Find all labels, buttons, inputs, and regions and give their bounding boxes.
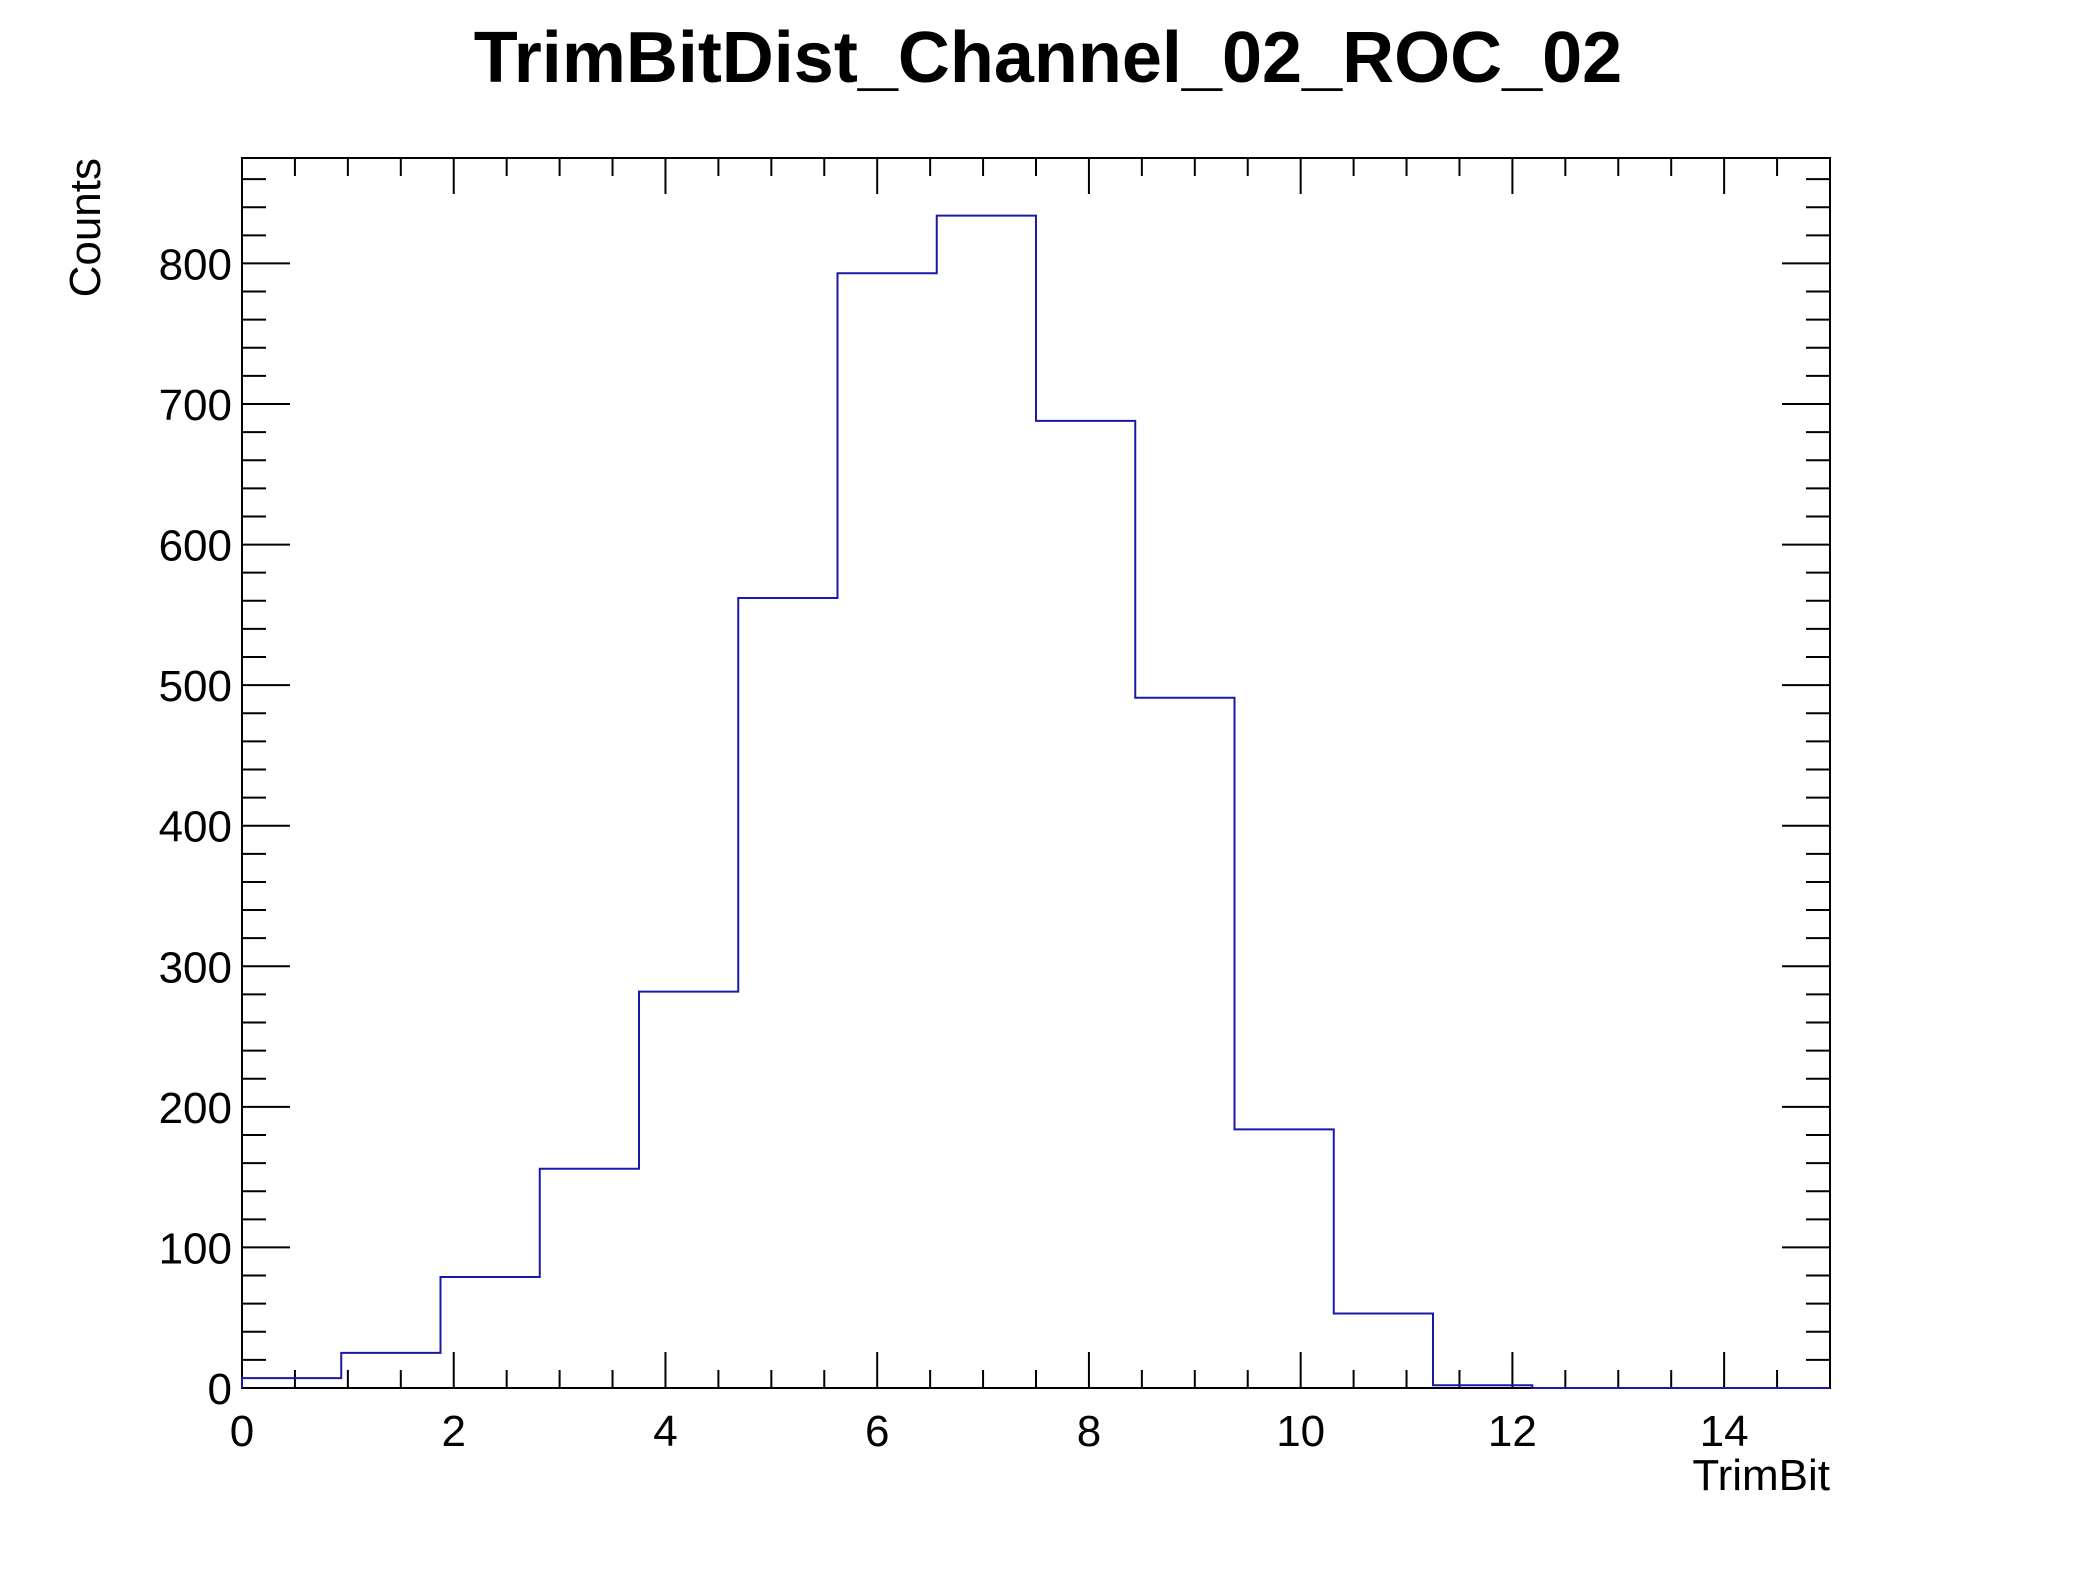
x-tick-label: 2 — [441, 1407, 465, 1456]
y-minor-ticks — [242, 178, 1830, 1361]
x-tick-label: 4 — [653, 1407, 677, 1456]
y-tick-label: 0 — [208, 1365, 232, 1414]
x-tick-label: 10 — [1276, 1407, 1325, 1456]
x-minor-ticks — [293, 158, 1831, 1388]
y-tick-label: 400 — [159, 803, 232, 852]
y-tick-label: 100 — [159, 1224, 232, 1273]
y-tick-label: 300 — [159, 943, 232, 992]
x-major-ticks — [241, 158, 1726, 1388]
y-tick-labels: 0 100 200 300 400 500 600 700 800 — [159, 240, 232, 1414]
x-tick-label: 6 — [865, 1407, 889, 1456]
x-axis-label: TrimBit — [1692, 1451, 1830, 1500]
y-tick-label: 500 — [159, 662, 232, 711]
x-tick-label: 8 — [1077, 1407, 1101, 1456]
histogram-series-line — [241, 214, 1830, 1389]
y-tick-label: 600 — [159, 522, 232, 571]
chart-title: TrimBitDist_Channel_02_ROC_02 — [474, 18, 1622, 98]
x-tick-labels: 0 2 4 6 8 10 12 14 — [230, 1407, 1749, 1456]
y-tick-label: 800 — [159, 240, 232, 289]
x-tick-label: 14 — [1700, 1407, 1749, 1456]
x-tick-label: 0 — [230, 1407, 254, 1456]
x-tick-label: 12 — [1488, 1407, 1537, 1456]
y-tick-label: 200 — [159, 1084, 232, 1133]
y-axis-label: Counts — [61, 158, 110, 297]
y-major-ticks — [242, 262, 1830, 1389]
y-tick-label: 700 — [159, 381, 232, 430]
